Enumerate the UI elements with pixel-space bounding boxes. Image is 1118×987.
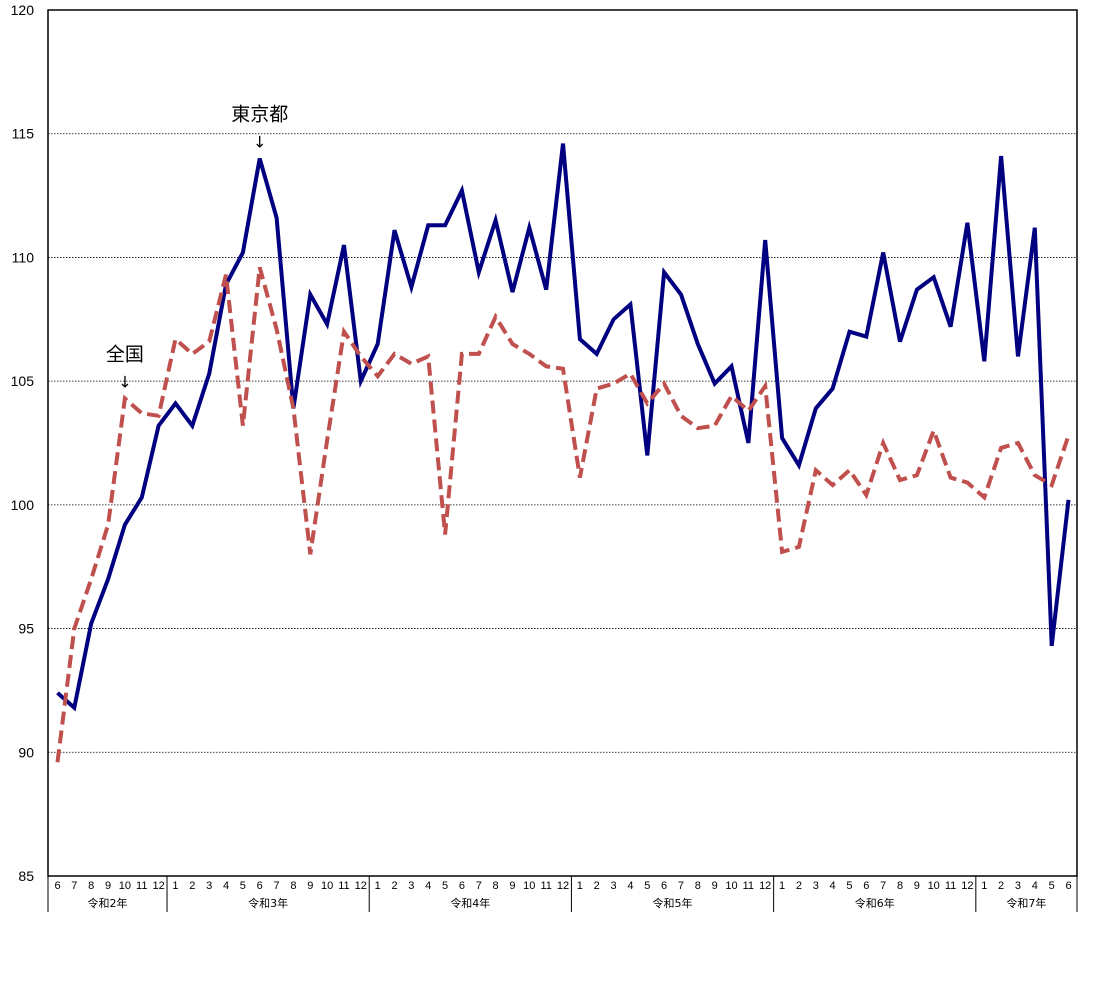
x-month-label: 10: [523, 880, 535, 892]
x-month-label: 12: [961, 880, 973, 892]
x-month-label: 11: [540, 880, 551, 892]
x-month-label: 3: [408, 880, 414, 892]
x-month-label: 7: [476, 880, 482, 892]
x-month-label: 4: [830, 880, 836, 892]
y-tick-label: 85: [18, 868, 34, 884]
x-axis-month-labels: 6 7 8 9 10 11 12 1 2 3 4 5 6 7 8 9 10 11 12 1 2 3 4 5 6 7 8 9 10 11 12…: [54, 880, 1071, 892]
x-month-label: 4: [425, 880, 431, 892]
x-month-label: 9: [307, 880, 313, 892]
x-month-label: 4: [223, 880, 229, 892]
annotation-tokyo-label: 東京都: [231, 103, 288, 125]
x-month-label: 8: [695, 880, 701, 892]
x-month-label: 1: [375, 880, 381, 892]
x-month-label: 2: [189, 880, 195, 892]
x-month-label: 10: [725, 880, 737, 892]
y-tick-label: 105: [11, 373, 35, 389]
x-month-label: 3: [813, 880, 819, 892]
x-month-label: 10: [321, 880, 333, 892]
x-month-label: 2: [998, 880, 1004, 892]
x-month-label: 4: [627, 880, 633, 892]
plot-area-frame: [47, 9, 1078, 877]
x-month-label: 5: [240, 880, 246, 892]
year-group-label: 令和4年: [450, 896, 490, 910]
x-month-label: 12: [355, 880, 367, 892]
x-month-label: 12: [759, 880, 771, 892]
x-month-label: 6: [863, 880, 869, 892]
y-tick-label: 120: [11, 2, 35, 18]
x-month-label: 9: [105, 880, 111, 892]
x-month-label: 4: [1032, 880, 1038, 892]
annotation-national-label: 全国: [106, 343, 144, 365]
x-month-label: 6: [459, 880, 465, 892]
x-month-label: 8: [290, 880, 296, 892]
x-month-label: 7: [71, 880, 77, 892]
annotation-tokyo-arrow-icon: ↓: [253, 132, 266, 151]
x-month-label: 7: [273, 880, 279, 892]
year-group-label: 令和7年: [1006, 896, 1046, 910]
x-month-label: 10: [119, 880, 131, 892]
y-axis-tick-labels: 85 90 95 100 105 110 115 120: [11, 2, 35, 884]
x-month-label: 1: [779, 880, 785, 892]
series-annotations: 東京都 ↓ 全国 ↓: [106, 103, 288, 391]
x-month-label: 8: [897, 880, 903, 892]
year-group-label: 令和2年: [88, 896, 128, 910]
x-month-label: 9: [712, 880, 718, 892]
x-month-label: 7: [880, 880, 886, 892]
y-tick-label: 95: [18, 621, 34, 637]
x-month-label: 5: [1049, 880, 1055, 892]
x-month-label: 12: [152, 880, 164, 892]
y-tick-label: 90: [18, 744, 34, 760]
x-month-label: 3: [1015, 880, 1021, 892]
x-month-label: 11: [743, 880, 754, 892]
x-month-label: 7: [678, 880, 684, 892]
x-month-label: 6: [1065, 880, 1071, 892]
x-month-label: 5: [644, 880, 650, 892]
series-line-tokyo: [56, 143, 1071, 712]
x-month-label: 8: [493, 880, 499, 892]
x-month-label: 1: [577, 880, 583, 892]
x-month-label: 10: [928, 880, 940, 892]
x-month-label: 11: [945, 880, 956, 892]
x-month-label: 2: [391, 880, 397, 892]
x-month-label: 5: [442, 880, 448, 892]
gridlines: [48, 133, 1077, 753]
year-group-label: 令和6年: [855, 896, 895, 910]
x-month-label: 12: [557, 880, 569, 892]
y-tick-label: 100: [11, 497, 35, 513]
x-month-label: 1: [172, 880, 178, 892]
x-month-label: 1: [981, 880, 987, 892]
x-month-label: 11: [338, 880, 349, 892]
x-month-label: 8: [88, 880, 94, 892]
x-month-label: 6: [257, 880, 263, 892]
y-tick-label: 115: [12, 126, 35, 142]
x-month-label: 3: [610, 880, 616, 892]
x-month-label: 2: [796, 880, 802, 892]
x-month-label: 11: [136, 880, 147, 892]
series-lines: [55, 143, 1071, 763]
x-month-label: 6: [661, 880, 667, 892]
year-group-label: 令和3年: [248, 896, 288, 910]
x-month-label: 9: [914, 880, 920, 892]
x-axis-year-groups: 令和2年 令和3年 令和4年 令和5年 令和6年 令和7年: [47, 876, 1078, 912]
x-month-label: 3: [206, 880, 212, 892]
x-month-label: 2: [594, 880, 600, 892]
x-month-label: 9: [509, 880, 515, 892]
series-line-national: [55, 266, 1071, 763]
year-group-label: 令和5年: [653, 896, 693, 910]
x-month-label: 5: [846, 880, 852, 892]
y-tick-label: 110: [12, 249, 35, 265]
annotation-national-arrow-icon: ↓: [118, 372, 131, 391]
x-month-label: 6: [54, 880, 60, 892]
